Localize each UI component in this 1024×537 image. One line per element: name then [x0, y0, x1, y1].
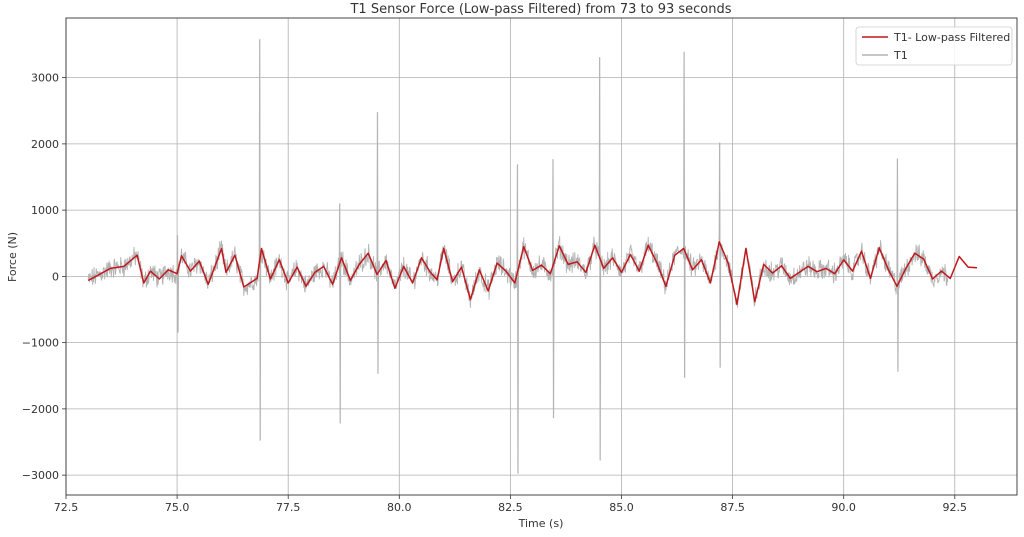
raw-spike — [376, 112, 379, 374]
x-tick-label: 82.5 — [498, 501, 523, 514]
x-axis: 72.5 75.0 77.5 80.0 82.5 85.0 87.5 90.0 92.5 — [54, 495, 967, 514]
legend-box — [855, 26, 1013, 66]
chart-title: T1 Sensor Force (Low-pass Filtered) from… — [349, 2, 731, 17]
y-tick-label: 0 — [52, 270, 59, 283]
raw-spike — [896, 158, 899, 372]
raw-spike — [683, 51, 686, 378]
y-tick-label: 1000 — [31, 204, 59, 217]
series-t1-filtered — [87, 241, 978, 305]
x-tick-label: 92.5 — [943, 501, 968, 514]
raw-spike — [516, 164, 519, 474]
x-tick-label: 87.5 — [720, 501, 745, 514]
plot-area-frame — [65, 17, 1018, 496]
series-t1-filtered-line — [87, 241, 978, 305]
raw-spike — [338, 203, 342, 424]
x-axis-label: Time (s) — [518, 517, 564, 530]
x-tick-label: 77.5 — [276, 501, 301, 514]
y-tick-label: −1000 — [22, 337, 59, 350]
y-tick-label: −2000 — [22, 403, 59, 416]
y-tick-label: −3000 — [22, 469, 59, 482]
x-tick-label: 85.0 — [609, 501, 634, 514]
raw-spike — [718, 142, 722, 368]
raw-spike — [258, 39, 262, 441]
raw-spike — [552, 159, 555, 419]
legend-label-filtered: T1- Low-pass Filtered — [893, 31, 1010, 44]
x-tick-label: 72.5 — [54, 501, 79, 514]
x-tick-label: 75.0 — [165, 501, 190, 514]
y-tick-label: 3000 — [31, 72, 59, 85]
x-tick-label: 90.0 — [831, 501, 856, 514]
grid — [65, 18, 1017, 495]
y-tick-label: 2000 — [31, 138, 59, 151]
raw-spike — [176, 235, 179, 333]
x-tick-label: 80.0 — [387, 501, 412, 514]
y-axis: −3000 −2000 −1000 0 1000 2000 3000 — [22, 72, 66, 482]
y-axis-label: Force (N) — [6, 232, 19, 282]
legend: T1- Low-pass Filtered T1 — [855, 26, 1013, 66]
legend-label-raw: T1 — [893, 49, 908, 62]
